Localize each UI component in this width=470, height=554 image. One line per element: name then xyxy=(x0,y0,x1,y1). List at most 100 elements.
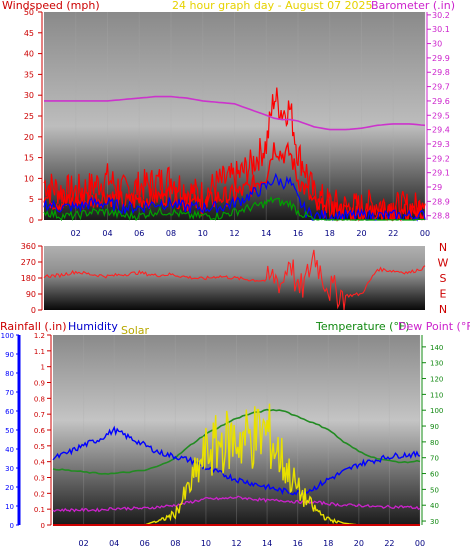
wind-y-tick-label: 20 xyxy=(24,133,34,142)
rain-y-tick-label: 0.7 xyxy=(34,411,45,419)
solar-label: Solar xyxy=(121,324,150,337)
climate-x-tick-label: 06 xyxy=(140,539,150,548)
barometer-y-tick-label: 29.8 xyxy=(432,68,450,77)
rain-y-tick-label: 0.3 xyxy=(34,475,45,483)
wind-y-tick-label: 30 xyxy=(24,91,34,100)
barometer-y-tick-label: 29.6 xyxy=(432,97,450,106)
wind-x-tick-label: 14 xyxy=(261,229,271,238)
rain-y-tick-label: 0.9 xyxy=(34,380,45,388)
wind-y-tick-label: 10 xyxy=(24,174,34,183)
humidity-y-tick-label: 40 xyxy=(5,446,14,454)
direction-y-tick-label: 180 xyxy=(21,274,36,283)
dewpoint-label: Dew Point (°F) xyxy=(398,320,470,333)
wind-y-tick-label: 50 xyxy=(24,8,34,17)
rain-y-tick-label: 1.1 xyxy=(34,348,45,356)
humidity-y-tick-label: 80 xyxy=(5,370,14,378)
dewpoint-line xyxy=(52,495,421,513)
temperature-y-tick-label: 40 xyxy=(430,502,439,510)
temperature-y-tick-label: 60 xyxy=(430,471,439,479)
wind-x-tick-label: 04 xyxy=(102,229,112,238)
climate-x-tick-label: 20 xyxy=(354,539,364,548)
direction-plot-area xyxy=(44,246,425,310)
climate-x-tick-label: 08 xyxy=(170,539,180,548)
chart-title: 24 hour graph day - August 07 2025 xyxy=(172,0,373,12)
wind-x-tick-label: 16 xyxy=(293,229,303,238)
climate-x-tick-label: 02 xyxy=(78,539,88,548)
barometer-y-tick-label: 29.1 xyxy=(432,169,450,178)
rain-y-tick-label: 0.1 xyxy=(34,506,45,514)
direction-y-tick-label: 360 xyxy=(21,242,36,251)
barometer-y-tick-label: 30.1 xyxy=(432,25,450,34)
rain-y-tick-label: 0.2 xyxy=(34,490,45,498)
barometer-y-tick-label: 29.4 xyxy=(432,126,450,135)
humidity-line xyxy=(52,425,421,496)
climate-x-tick-label: 22 xyxy=(384,539,394,548)
wind-gust-line xyxy=(43,87,426,222)
climate-x-tick-label: 12 xyxy=(231,539,241,548)
wind-x-tick-label: 06 xyxy=(134,229,144,238)
wind-direction-line xyxy=(43,249,426,310)
wind-low-line xyxy=(43,195,426,222)
climate-x-tick-label: 04 xyxy=(109,539,119,548)
compass-label-e: E xyxy=(440,288,447,301)
temperature-y-tick-label: 100 xyxy=(430,407,443,415)
barometer-y-tick-label: 28.8 xyxy=(432,212,450,221)
compass-label-n: N xyxy=(439,303,447,316)
rain-y-tick-label: 0 xyxy=(41,522,45,530)
wind-y-tick-label: 25 xyxy=(24,112,34,121)
humidity-y-tick-label: 70 xyxy=(5,389,14,397)
compass-label-n: N xyxy=(439,241,447,254)
temperature-line xyxy=(52,408,421,475)
rainfall-label: Rainfall (.in) xyxy=(0,320,67,333)
temperature-y-tick-label: 80 xyxy=(430,439,439,447)
wind-y-tick-label: 5 xyxy=(29,195,34,204)
barometer-y-tick-label: 29.5 xyxy=(432,111,450,120)
wind-y-tick-label: 40 xyxy=(24,50,34,59)
barometer-y-tick-label: 28.9 xyxy=(432,197,450,206)
barometer-label: Barometer (.in) xyxy=(371,0,455,12)
compass-label-w: W xyxy=(438,257,449,270)
barometer-y-tick-label: 29.2 xyxy=(432,154,450,163)
barometer-y-tick-label: 30.2 xyxy=(432,11,450,20)
wind-x-tick-label: 22 xyxy=(388,229,398,238)
temperature-y-tick-label: 70 xyxy=(430,455,439,463)
rain-y-tick-label: 0.5 xyxy=(34,443,45,451)
temperature-y-tick-label: 140 xyxy=(430,344,443,352)
wind-y-tick-label: 0 xyxy=(29,216,34,225)
rain-y-tick-label: 0.6 xyxy=(34,427,46,435)
climate-x-tick-label: 10 xyxy=(201,539,211,548)
humidity-y-tick-label: 60 xyxy=(5,408,14,416)
wind-x-tick-label: 02 xyxy=(71,229,81,238)
humidity-label: Humidity xyxy=(68,320,118,333)
wind-y-tick-label: 15 xyxy=(24,154,34,163)
rain-y-tick-label: 1 xyxy=(41,364,45,372)
wind-x-tick-label: 10 xyxy=(198,229,208,238)
humidity-y-tick-label: 90 xyxy=(5,351,14,359)
wind-x-tick-label: 12 xyxy=(229,229,239,238)
direction-y-tick-label: 270 xyxy=(21,258,36,267)
humidity-y-tick-label: 10 xyxy=(5,503,14,511)
rain-y-tick-label: 1.2 xyxy=(34,332,45,340)
wind-x-tick-label: 08 xyxy=(166,229,176,238)
barometer-y-tick-label: 29.9 xyxy=(432,54,450,63)
temperature-y-tick-label: 110 xyxy=(430,391,443,399)
windspeed-label: Windspeed (mph) xyxy=(2,0,100,12)
climate-x-tick-label: 18 xyxy=(323,539,333,548)
direction-y-tick-label: 90 xyxy=(26,290,36,299)
barometer-y-tick-label: 30 xyxy=(432,40,442,49)
climate-x-tick-label: 00 xyxy=(415,539,425,548)
compass-label-s: S xyxy=(440,272,447,285)
climate-x-tick-label: 14 xyxy=(262,539,272,548)
humidity-y-tick-label: 100 xyxy=(1,332,14,340)
temperature-y-tick-label: 90 xyxy=(430,423,439,431)
humidity-y-tick-label: 20 xyxy=(5,484,14,492)
barometer-line xyxy=(44,95,426,131)
temperature-label: Temperature (°F) xyxy=(316,320,410,333)
wind-x-tick-label: 18 xyxy=(325,229,335,238)
rain-y-tick-label: 0.8 xyxy=(34,395,45,403)
temperature-y-tick-label: 30 xyxy=(430,518,439,526)
rain-y-tick-label: 0.4 xyxy=(34,459,46,467)
humidity-y-tick-label: 0 xyxy=(10,522,14,530)
